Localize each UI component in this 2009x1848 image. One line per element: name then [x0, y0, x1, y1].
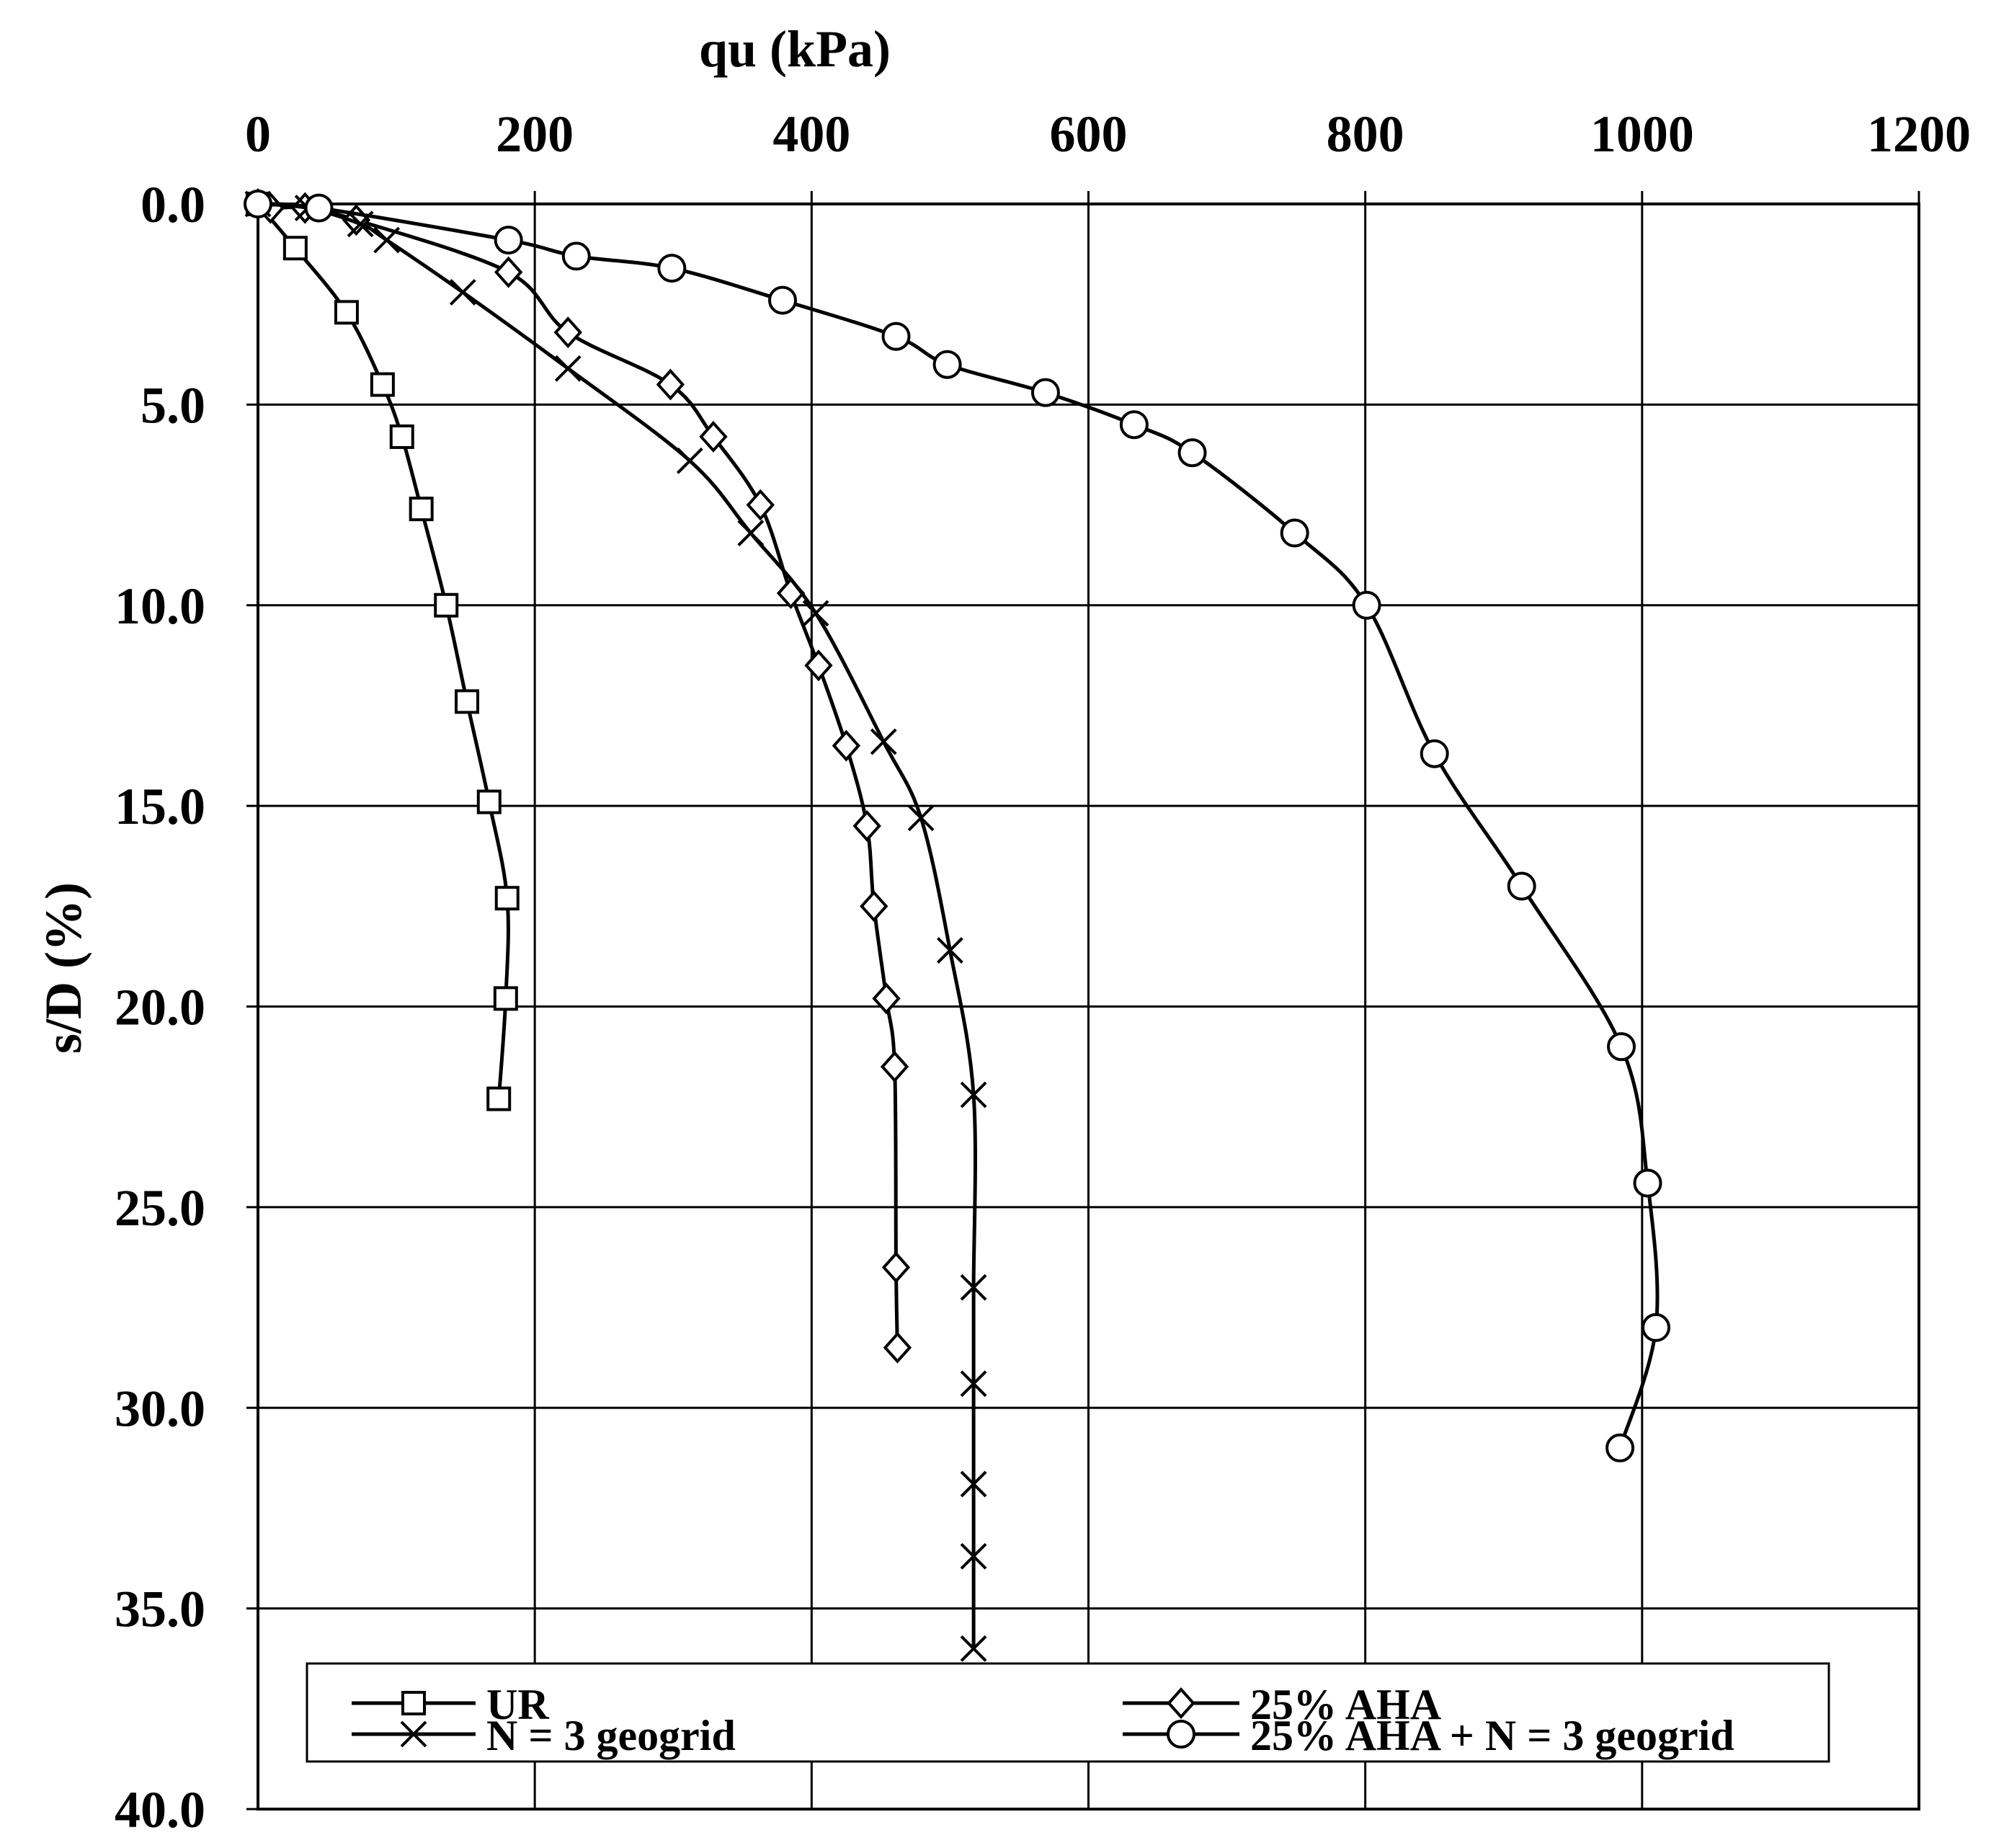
y-axis-title: s/D (%)	[35, 882, 92, 1054]
data-point-25-aha-n-3-geogrid	[1177, 438, 1207, 468]
data-point-n-3-geogrid	[449, 279, 476, 306]
data-point-ur	[455, 689, 480, 714]
data-point-25-aha-n-3-geogrid	[1507, 871, 1536, 901]
data-point-n-3-geogrid	[802, 600, 829, 627]
data-point-n-3-geogrid	[960, 1274, 987, 1301]
data-point-25-aha-n-3-geogrid	[1633, 1168, 1662, 1198]
data-point-25-aha-n-3-geogrid	[494, 226, 523, 255]
data-point-25-aha-n-3-geogrid	[1420, 739, 1449, 768]
data-point-25-aha-n-3-geogrid	[244, 190, 272, 218]
data-point-ur	[486, 1086, 512, 1111]
data-point-n-3-geogrid	[960, 1635, 987, 1662]
data-point-n-3-geogrid	[373, 226, 401, 254]
data-point-25-aha	[656, 368, 685, 401]
legend-marker-circle	[1167, 1720, 1195, 1749]
data-point-25-aha	[553, 316, 582, 349]
y-tick-label: 0.0	[141, 176, 205, 234]
legend-marker-x	[400, 1720, 427, 1748]
data-point-25-aha	[880, 1051, 909, 1083]
data-point-ur	[493, 986, 518, 1011]
y-tick-label: 35.0	[115, 1581, 205, 1638]
data-point-ur	[370, 372, 395, 397]
data-point-25-aha	[804, 649, 833, 682]
legend-item-n-3-geogrid: N = 3 geogrid	[352, 1712, 736, 1759]
data-point-25-aha-n-3-geogrid	[1352, 590, 1381, 620]
data-point-n-3-geogrid	[937, 937, 963, 964]
data-point-n-3-geogrid	[737, 520, 765, 546]
data-point-25-aha-n-3-geogrid	[304, 193, 334, 223]
y-tick-label: 5.0	[141, 376, 205, 434]
data-point-25-aha-n-3-geogrid	[932, 350, 962, 379]
data-point-25-aha	[832, 729, 861, 762]
legend-item-25-aha: 25% AHA	[1123, 1681, 1441, 1728]
data-point-25-aha-n-3-geogrid	[1607, 1032, 1636, 1062]
x-tick-label: 1000	[1590, 105, 1694, 163]
legend-label: 25% AHA	[1250, 1681, 1441, 1728]
data-point-n-3-geogrid	[907, 804, 935, 832]
data-point-n-3-geogrid	[554, 355, 582, 382]
data-point-n-3-geogrid	[960, 1370, 987, 1398]
data-point-25-aha-n-3-geogrid	[561, 241, 591, 271]
x-tick-label: 400	[772, 105, 850, 163]
data-point-25-aha-n-3-geogrid	[1119, 410, 1149, 440]
data-point-n-3-geogrid	[960, 1470, 987, 1498]
data-point-ur	[282, 236, 308, 261]
x-tick-label: 1200	[1867, 105, 1971, 163]
data-point-25-aha-n-3-geogrid	[881, 321, 911, 351]
series-25-aha-n-3-geogrid	[244, 190, 1671, 1462]
data-point-ur	[334, 300, 359, 325]
y-tick-label: 25.0	[115, 1179, 205, 1237]
data-point-25-aha-n-3-geogrid	[1642, 1312, 1671, 1342]
grid-layer	[257, 203, 1920, 1811]
data-point-25-aha	[852, 809, 881, 842]
legend-item-ur: UR	[352, 1681, 549, 1728]
data-point-25-aha-n-3-geogrid	[1605, 1433, 1635, 1462]
data-point-25-aha	[699, 420, 728, 453]
data-point-n-3-geogrid	[870, 728, 897, 755]
x-tick-label: 600	[1050, 105, 1128, 163]
data-point-25-aha	[860, 890, 888, 923]
data-point-ur	[409, 497, 434, 522]
data-point-ur	[494, 886, 520, 911]
data-point-25-aha-n-3-geogrid	[767, 285, 797, 315]
legend-label: N = 3 geogrid	[486, 1712, 736, 1759]
legend-marker-square	[401, 1691, 426, 1715]
data-point-n-3-geogrid	[676, 447, 703, 474]
legend: UR 25% AHA N = 3 geogrid 25% AHA + N = 3 ge…	[306, 1662, 1830, 1763]
data-point-25-aha	[872, 982, 901, 1015]
series-layer	[244, 188, 1671, 1662]
y-tick-label: 10.0	[115, 577, 205, 635]
x-tick-label: 800	[1327, 105, 1404, 163]
data-point-25-aha-n-3-geogrid	[1280, 518, 1309, 548]
x-tick-label: 0	[245, 105, 271, 163]
legend-label: 25% AHA + N = 3 geogrid	[1250, 1712, 1734, 1759]
x-axis-title: qu (kPa)	[699, 20, 891, 78]
y-tick-label: 15.0	[115, 778, 205, 835]
legend-marker-diamond	[1167, 1687, 1195, 1719]
legend-box	[306, 1662, 1830, 1763]
legend-label: UR	[486, 1681, 549, 1728]
data-point-ur	[434, 592, 459, 618]
series-n-3-geogrid	[244, 190, 987, 1662]
data-point-25-aha-n-3-geogrid	[1030, 378, 1060, 407]
data-point-ur	[389, 424, 414, 449]
data-point-n-3-geogrid	[960, 1081, 987, 1109]
data-point-25-aha-n-3-geogrid	[657, 254, 687, 283]
data-point-25-aha	[881, 1251, 911, 1284]
data-point-ur	[476, 789, 502, 814]
data-point-25-aha	[494, 256, 523, 288]
y-tick-label: 20.0	[115, 979, 205, 1036]
legend-item-25-aha-n-3-geogrid: 25% AHA + N = 3 geogrid	[1123, 1712, 1734, 1759]
y-tick-label: 40.0	[115, 1781, 205, 1839]
y-tick-label: 30.0	[115, 1380, 205, 1437]
data-point-25-aha	[883, 1331, 912, 1364]
data-point-25-aha	[746, 489, 775, 521]
data-point-n-3-geogrid	[960, 1542, 987, 1570]
legend-items: UR 25% AHA N = 3 geogrid 25% AHA + N = 3 ge…	[352, 1681, 1734, 1759]
x-tick-label: 200	[496, 105, 574, 163]
tick-layer: 0 200 400 600 800 1000 1200 0.0 5.0 10.0 15.0 20.0 2…	[115, 105, 1971, 1839]
